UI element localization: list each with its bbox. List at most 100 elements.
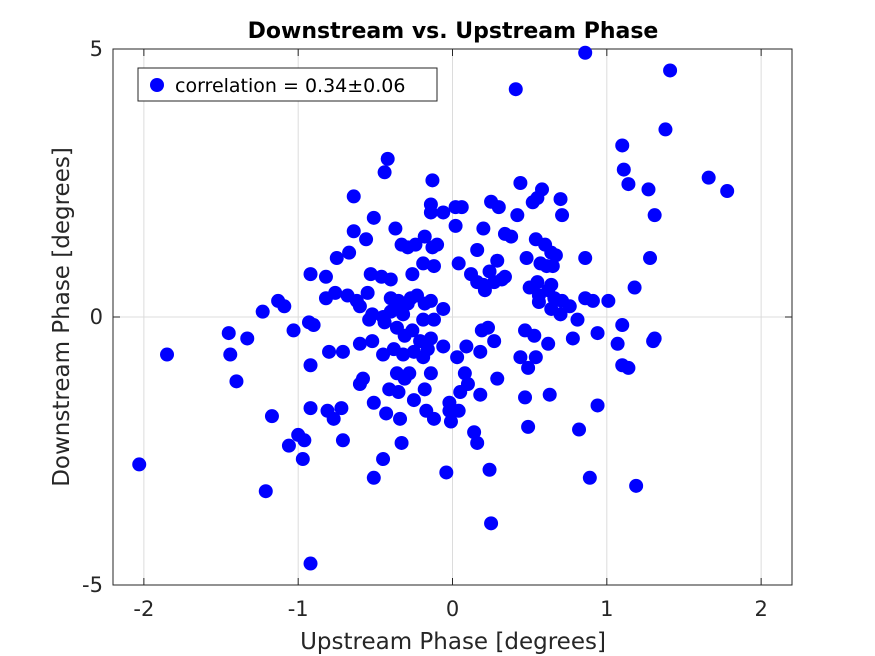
data-point: [416, 312, 431, 327]
data-point: [615, 318, 630, 333]
data-point: [160, 347, 175, 362]
x-tick-label: -2: [133, 597, 154, 621]
data-point: [346, 224, 361, 239]
data-point: [513, 176, 528, 190]
data-point: [467, 425, 482, 440]
data-point: [457, 366, 472, 381]
data-point: [295, 452, 310, 467]
data-point: [416, 256, 431, 271]
x-tick-label: -1: [288, 597, 309, 621]
data-point: [359, 232, 374, 247]
data-point: [303, 401, 318, 416]
data-point: [255, 304, 270, 319]
data-point: [436, 339, 451, 354]
data-point: [545, 259, 560, 274]
data-point: [405, 267, 420, 282]
data-point: [508, 82, 523, 97]
data-point: [541, 336, 556, 351]
data-point: [400, 296, 415, 311]
axis-ticks: [113, 48, 792, 586]
data-point: [570, 312, 585, 327]
data-point: [487, 334, 502, 349]
data-point: [477, 283, 492, 298]
data-point: [306, 318, 321, 333]
data-point: [439, 465, 454, 480]
x-tick-label: 1: [600, 597, 613, 621]
data-point: [281, 438, 296, 453]
data-point: [647, 208, 662, 223]
y-tick-label: 0: [90, 305, 103, 329]
data-point: [480, 320, 495, 335]
x-tick-label: 0: [446, 597, 459, 621]
data-point: [406, 393, 421, 408]
data-point: [663, 63, 678, 78]
data-point: [380, 151, 395, 166]
data-point: [453, 385, 468, 400]
data-point: [470, 435, 485, 450]
data-point: [258, 484, 273, 499]
data-point: [366, 470, 381, 485]
data-point: [423, 293, 438, 308]
y-tick-label: 5: [90, 37, 103, 61]
data-point: [494, 272, 509, 287]
data-point: [454, 200, 469, 215]
y-tick-label: -5: [82, 573, 103, 597]
data-point: [578, 251, 593, 266]
data-point: [426, 411, 441, 426]
data-point: [473, 344, 488, 359]
data-point: [629, 478, 644, 493]
data-point: [720, 184, 735, 199]
data-point: [562, 299, 577, 314]
data-point: [352, 299, 367, 314]
data-point: [490, 253, 505, 268]
data-point: [470, 243, 485, 257]
data-point: [132, 457, 147, 472]
data-point: [643, 251, 658, 266]
data-point: [303, 358, 318, 373]
data-point: [355, 371, 370, 386]
data-point: [426, 312, 441, 327]
data-point: [360, 285, 375, 300]
data-point: [701, 170, 716, 185]
data-point: [553, 192, 568, 207]
data-point: [530, 275, 545, 290]
data-point: [490, 371, 505, 386]
data-point: [426, 259, 441, 274]
data-point: [459, 339, 474, 354]
data-point: [335, 433, 350, 448]
data-point: [402, 366, 417, 381]
data-point: [376, 347, 391, 362]
data-point: [334, 401, 349, 416]
data-point: [329, 251, 344, 266]
data-point: [525, 195, 540, 210]
data-point: [420, 342, 435, 357]
data-point: [423, 331, 438, 346]
data-point: [615, 138, 630, 153]
data-point: [590, 326, 605, 341]
legend-box: [137, 67, 438, 102]
data-point: [482, 462, 497, 477]
data-point: [553, 307, 568, 322]
data-point: [223, 347, 238, 362]
data-point: [408, 237, 423, 252]
data-point: [423, 366, 438, 381]
data-point: [286, 323, 301, 338]
data-point: [531, 294, 546, 309]
data-point: [527, 328, 542, 343]
data-point: [450, 350, 465, 365]
x-tick-label: 2: [754, 597, 767, 621]
data-point: [240, 331, 255, 346]
data-point: [383, 272, 398, 287]
data-point: [425, 173, 440, 188]
data-point: [510, 208, 525, 223]
data-point: [229, 374, 244, 389]
data-point: [482, 264, 497, 279]
data-point: [519, 251, 534, 266]
data-point: [326, 411, 341, 426]
data-point: [346, 189, 361, 204]
data-point: [627, 280, 642, 295]
data-point: [425, 240, 440, 255]
data-point: [476, 221, 491, 236]
data-point: [391, 385, 406, 400]
y-axis-label: Downstream Phase [degrees]: [49, 147, 75, 487]
